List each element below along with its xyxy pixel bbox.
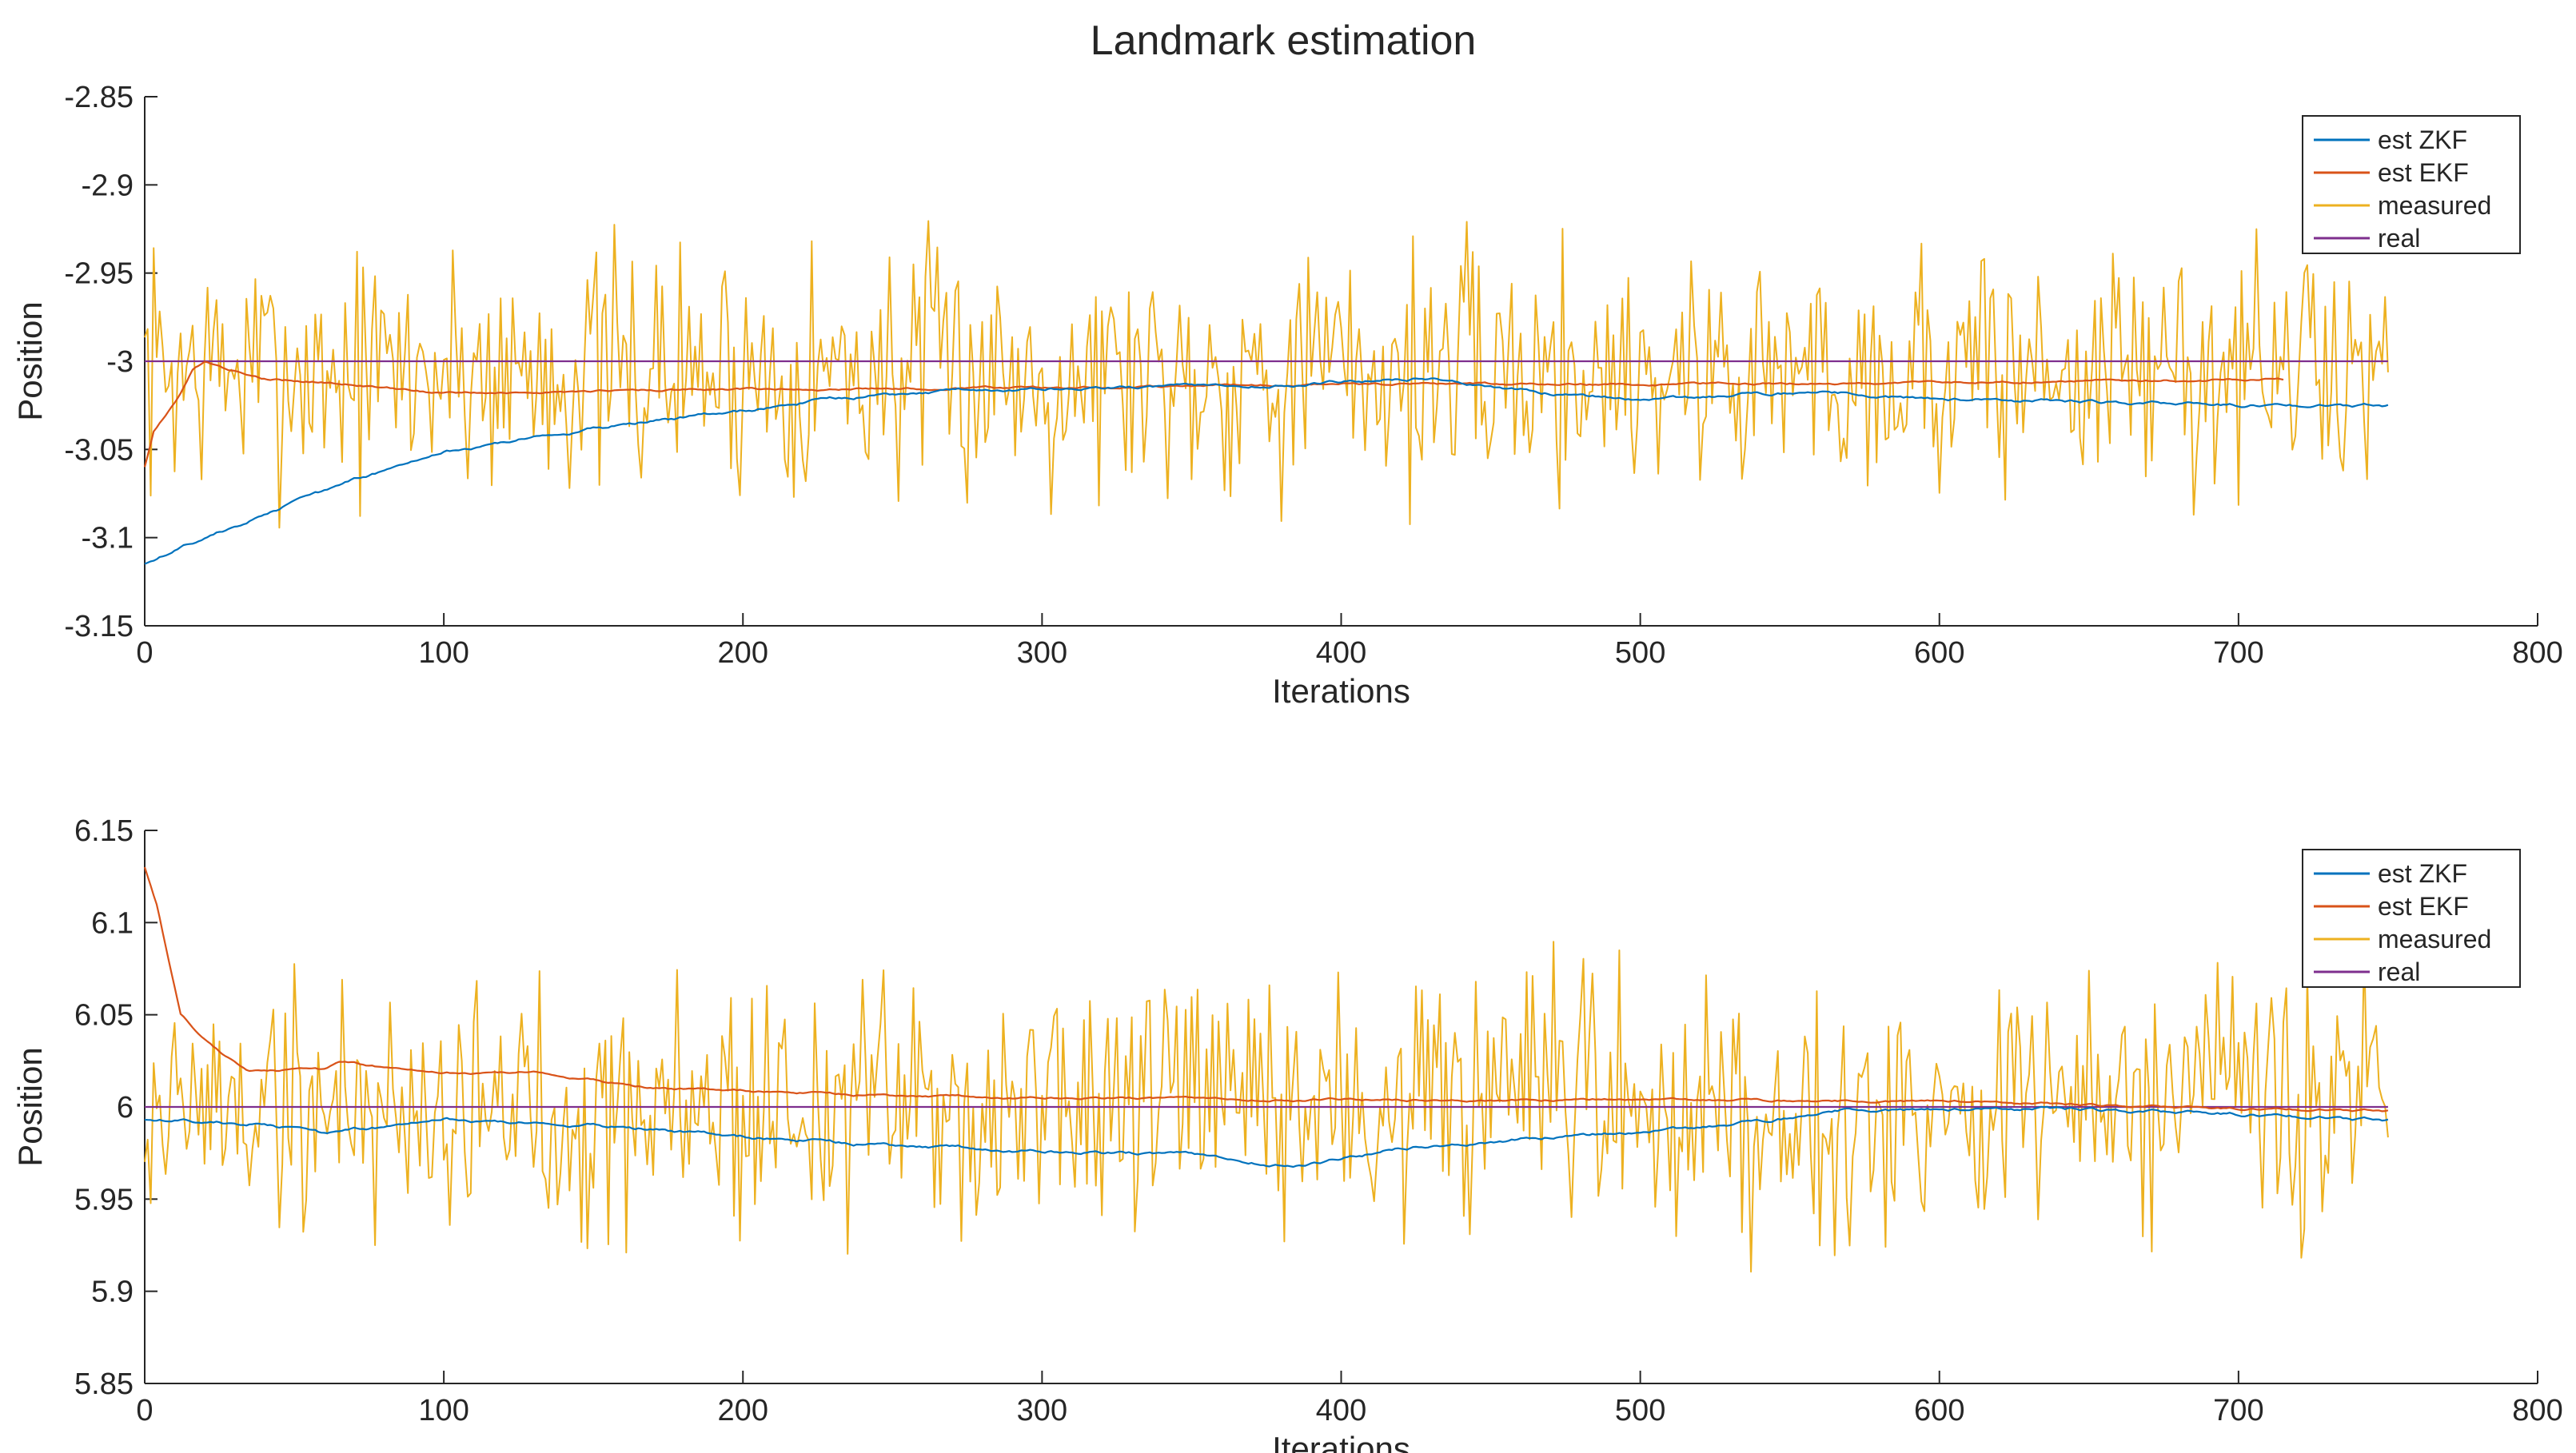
x-axis-label: Iterations	[1272, 1430, 1410, 1453]
x-tick-label: 700	[2213, 1394, 2263, 1427]
y-tick-label: 6.1	[91, 906, 134, 940]
x-tick-label: 400	[1316, 636, 1366, 670]
y-axis-label: Position	[11, 301, 49, 420]
legend-label: real	[2378, 957, 2420, 986]
legend-label: measured	[2378, 925, 2491, 953]
y-tick-label: -3	[106, 345, 134, 379]
legend-label: measured	[2378, 191, 2491, 220]
y-tick-label: 5.95	[74, 1183, 134, 1216]
plot-bottom: 0 100 200 300 400 500 600 700 800 6.15 6.1 6.05 6 5.9…	[11, 814, 2563, 1453]
x-tick-label: 600	[1914, 1394, 1964, 1427]
series-line-est-ekf	[143, 866, 2389, 1113]
x-tick-label: 300	[1017, 1394, 1067, 1427]
x-tick-label: 800	[2512, 1394, 2562, 1427]
x-tick-label: 100	[418, 1394, 469, 1427]
y-tick-label: 6.15	[74, 814, 134, 848]
legend-label: est EKF	[2378, 892, 2469, 921]
y-tick-label: -2.85	[64, 81, 134, 114]
y-tick-label: 5.85	[74, 1367, 134, 1401]
legend-label: est EKF	[2378, 158, 2469, 187]
y-tick-label: 6	[117, 1091, 134, 1125]
x-tick-label: 0	[136, 1394, 153, 1427]
legend-label: real	[2378, 224, 2420, 253]
y-tick-label: -3.15	[64, 610, 134, 643]
x-tick-label: 600	[1914, 636, 1964, 670]
x-tick-label: 100	[418, 636, 469, 670]
y-tick-label: 6.05	[74, 999, 134, 1033]
chart-title: Landmark estimation	[1091, 18, 1477, 64]
y-tick-label: -3.05	[64, 433, 134, 467]
y-tick-label: -2.95	[64, 257, 134, 291]
y-tick-label: -2.9	[82, 169, 134, 202]
x-tick-label: 0	[136, 636, 153, 670]
series-line-measured	[144, 941, 2389, 1273]
x-tick-label: 200	[718, 636, 768, 670]
x-tick-label: 400	[1316, 1394, 1366, 1427]
y-tick-label: 5.9	[91, 1276, 134, 1309]
y-axis-label: Position	[11, 1047, 49, 1166]
x-tick-label: 500	[1615, 1394, 1665, 1427]
x-tick-label: 700	[2213, 636, 2263, 670]
series-line-est-zkf	[144, 377, 2389, 565]
x-axis-label: Iterations	[1272, 672, 1410, 710]
legend-label: est ZKF	[2378, 859, 2467, 888]
x-tick-label: 300	[1017, 636, 1067, 670]
y-tick-label: -3.1	[82, 522, 134, 555]
series-line-est-zkf	[144, 1105, 2389, 1168]
series-line-measured	[144, 220, 2389, 529]
x-tick-label: 800	[2512, 636, 2562, 670]
legend-label: est ZKF	[2378, 125, 2467, 154]
x-tick-label: 200	[718, 1394, 768, 1427]
plot-top: 0 100 200 300 400 500 600 700 800 -2.85 -2.9 -2.95 -…	[11, 81, 2563, 710]
x-tick-label: 500	[1615, 636, 1665, 670]
